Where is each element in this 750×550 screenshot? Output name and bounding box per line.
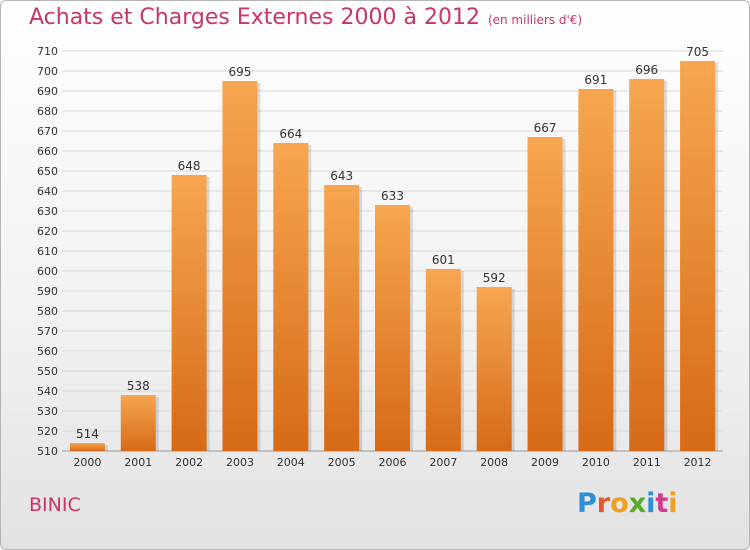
y-tick-label: 710 [37, 45, 58, 58]
logo-letter: P [577, 488, 597, 519]
bar [527, 137, 563, 451]
data-label: 696 [635, 63, 658, 77]
x-tick-label: 2002 [175, 456, 203, 469]
data-label: 695 [229, 65, 252, 79]
x-tick-label: 2008 [480, 456, 508, 469]
data-label: 664 [279, 127, 302, 141]
location-label: BINIC [29, 494, 81, 516]
y-tick-label: 510 [37, 445, 58, 458]
y-tick-label: 540 [37, 385, 58, 398]
logo-letter: r [596, 488, 611, 519]
bar [171, 175, 207, 451]
bar [578, 89, 614, 451]
y-tick-label: 520 [37, 425, 58, 438]
data-label: 633 [381, 189, 404, 203]
data-label: 705 [686, 45, 709, 59]
bar-chart: 510 520 530 540 550 560 570 580 590 600 610 620 630 6… [37, 45, 723, 469]
y-tick-label: 620 [37, 225, 58, 238]
chart-title: Achats et Charges Externes 2000 à 2012 (e… [29, 5, 582, 30]
x-tick-label: 2001 [124, 456, 152, 469]
x-tick-label: 2007 [429, 456, 457, 469]
y-tick-label: 650 [37, 165, 58, 178]
data-label: 514 [76, 427, 99, 441]
y-tick-label: 530 [37, 405, 58, 418]
logo-letter: i [668, 488, 678, 519]
logo-letter: i [646, 488, 656, 519]
data-label: 648 [178, 159, 201, 173]
logo-letter: t [655, 488, 669, 519]
x-tick-label: 2000 [73, 456, 101, 469]
x-tick-label: 2009 [531, 456, 559, 469]
data-label: 592 [483, 271, 506, 285]
bar [273, 143, 309, 451]
bar [476, 287, 512, 451]
bar [222, 81, 258, 451]
logo-letter: x [628, 488, 647, 519]
y-tick-label: 630 [37, 205, 58, 218]
x-tick-label: 2004 [277, 456, 305, 469]
y-tick-label: 560 [37, 345, 58, 358]
x-tick-label: 2010 [582, 456, 610, 469]
y-tick-label: 580 [37, 305, 58, 318]
x-tick-label: 2011 [633, 456, 661, 469]
x-tick-label: 2003 [226, 456, 254, 469]
bars [69, 61, 719, 451]
y-tick-label: 600 [37, 265, 58, 278]
chart-unit: (en milliers d'€) [487, 13, 583, 27]
x-tick-label: 2005 [328, 456, 356, 469]
data-label: 538 [127, 379, 150, 393]
y-tick-label: 640 [37, 185, 58, 198]
data-labels: 514 538 648 695 664 643 633 601 592 667 691 696 705 [76, 45, 709, 441]
data-label: 601 [432, 253, 455, 267]
data-label: 643 [330, 169, 353, 183]
bar [69, 443, 105, 451]
y-tick-label: 700 [37, 65, 58, 78]
chart-title-text: Achats et Charges Externes 2000 à 2012 [29, 5, 480, 30]
y-tick-label: 570 [37, 325, 58, 338]
bar [680, 61, 716, 451]
x-tick-label: 2006 [379, 456, 407, 469]
proxiti-logo: Proxiti [577, 488, 678, 519]
bar [375, 205, 410, 451]
y-tick-label: 550 [37, 365, 58, 378]
y-tick-label: 610 [37, 245, 58, 258]
y-tick-label: 590 [37, 285, 58, 298]
bar [629, 79, 665, 451]
x-tick-label: 2012 [684, 456, 712, 469]
data-label: 667 [534, 121, 557, 135]
y-tick-label: 670 [37, 125, 58, 138]
y-tick-label: 660 [37, 145, 58, 158]
logo-letter: o [610, 488, 629, 519]
x-axis: 2000 2001 2002 2003 2004 2005 2006 2007 2008 2009… [73, 456, 711, 469]
bar [120, 395, 156, 451]
bar [324, 185, 360, 451]
data-label: 691 [584, 73, 607, 87]
y-tick-label: 680 [37, 105, 58, 118]
bar [425, 269, 461, 451]
y-tick-label: 690 [37, 85, 58, 98]
y-axis: 510 520 530 540 550 560 570 580 590 600 610 620 630 6… [37, 45, 58, 458]
